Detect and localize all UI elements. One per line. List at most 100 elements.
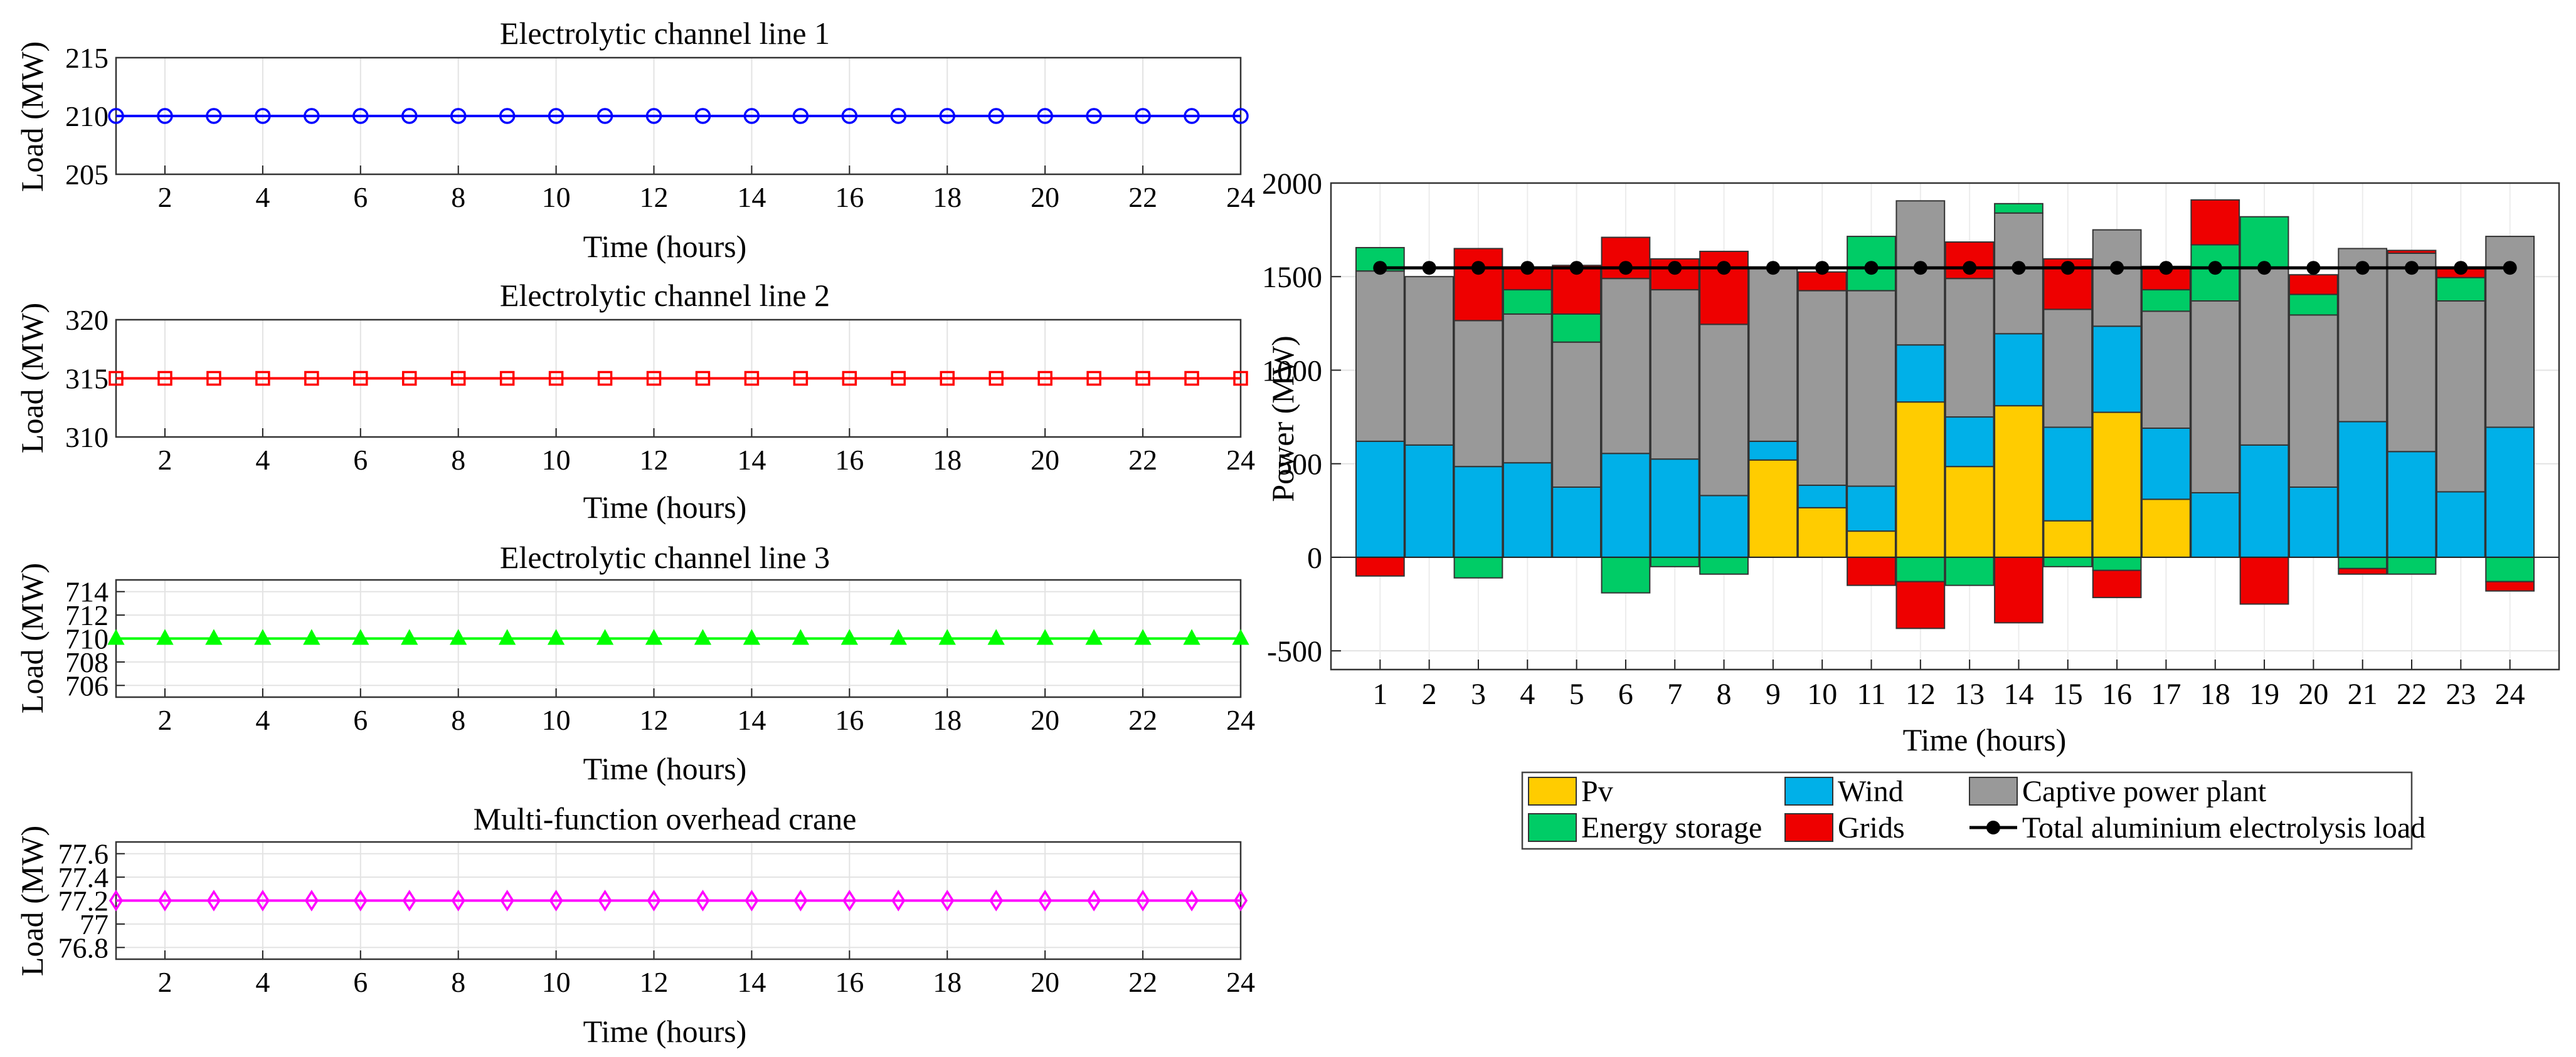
y-tick-label: 2000	[1262, 167, 1322, 201]
bar-segment	[1797, 271, 1847, 292]
x-tick-label: 20	[1031, 181, 1059, 213]
data-point	[890, 108, 907, 124]
data-point	[744, 371, 760, 386]
legend-label: Captive power plant	[2022, 775, 2267, 808]
data-point	[255, 108, 271, 124]
legend-swatch	[1784, 813, 1833, 842]
x-tick-label: 4	[1520, 678, 1535, 711]
bar-segment	[2190, 300, 2240, 493]
x-tick-label: 7	[1667, 678, 1682, 711]
legend-swatch	[1528, 777, 1577, 806]
bar-segment	[2043, 520, 2093, 558]
bar-segment	[1699, 495, 1749, 558]
bar-segment	[1699, 556, 1749, 575]
data-point	[401, 629, 418, 645]
data-point	[450, 108, 467, 124]
data-point	[598, 890, 612, 912]
bar-segment	[2338, 248, 2388, 423]
bar-segment	[2141, 498, 2191, 558]
data-point	[402, 890, 416, 912]
data-point	[206, 108, 222, 124]
data-point	[792, 108, 809, 124]
x-tick-label: 4	[255, 181, 270, 213]
subplot-4-title: Multi-function overhead crane	[474, 801, 857, 836]
bar-segment	[1453, 320, 1503, 468]
legend-swatch	[1969, 777, 2018, 806]
y-tick-label: 76.8	[58, 932, 109, 964]
total-load-point	[2012, 261, 2026, 275]
bar-segment	[1994, 405, 2043, 558]
x-tick-label: 24	[1226, 444, 1255, 476]
data-point	[1184, 890, 1199, 912]
data-point	[1087, 890, 1101, 912]
y-tick-label: 712	[65, 599, 109, 631]
x-tick-label: 22	[1128, 444, 1157, 476]
bar-segment	[1748, 440, 1798, 461]
x-tick-label: 5	[1569, 678, 1584, 711]
bar-segment	[2141, 427, 2191, 500]
data-point	[989, 371, 1004, 386]
bar-segment	[1994, 333, 2043, 407]
x-tick-label: 20	[1031, 966, 1059, 998]
x-tick-label: 10	[1807, 678, 1837, 711]
bar-segment	[2092, 556, 2142, 571]
data-point	[989, 890, 1004, 912]
y-tick-label: 1000	[1262, 354, 1322, 387]
total-load-point	[2060, 261, 2075, 275]
subplot-line-3: Electrolytic channel line 3 2 4 6 8 10 12 14 16…	[14, 540, 1255, 786]
data-point	[206, 890, 221, 912]
x-tick-label: 9	[1766, 678, 1781, 711]
axes-frame	[1330, 182, 2560, 671]
data-point	[793, 890, 808, 912]
data-point	[1085, 629, 1103, 645]
y-tick-label: 77	[80, 908, 109, 940]
x-tick-label: 6	[353, 444, 368, 476]
bar-segment	[2092, 569, 2142, 599]
y-tick-label: 1500	[1262, 261, 1322, 294]
y-tick-label: 320	[65, 304, 109, 336]
bar-segment	[2092, 229, 2142, 327]
total-load-point	[2110, 261, 2124, 275]
data-point	[694, 629, 712, 645]
x-tick-label: 16	[835, 704, 864, 736]
subplot-3-ylabel: Load (MW)	[14, 563, 50, 713]
bar-segment	[1453, 556, 1503, 579]
subplot-4-xlabel: Time (hours)	[583, 1014, 747, 1049]
bar-segment	[2043, 556, 2093, 567]
data-point	[1036, 629, 1054, 645]
bar-segment	[1453, 466, 1503, 558]
subplot-3-xlabel: Time (hours)	[583, 751, 747, 786]
total-load-point	[1618, 261, 1633, 275]
legend-box	[1521, 771, 2413, 850]
x-tick-label: 18	[933, 704, 962, 736]
bar-segment	[1650, 289, 1700, 460]
data-point	[1134, 629, 1152, 645]
x-tick-label: 12	[640, 444, 669, 476]
data-point	[353, 890, 368, 912]
data-point	[206, 371, 221, 386]
bar-segment	[2387, 252, 2437, 453]
x-tick-label: 2	[157, 704, 172, 736]
bar-segment	[1699, 323, 1749, 497]
bar-segment	[1895, 581, 1946, 629]
x-tick-label: 17	[2151, 678, 2181, 711]
data-point	[451, 890, 465, 912]
x-tick-label: 24	[1226, 966, 1255, 998]
y-tick-label: 310	[65, 421, 109, 453]
legend-label: Pv	[1581, 775, 1613, 808]
legend: Pv Wind Captive power plant Energy storage G…	[1521, 771, 2425, 850]
bar-segment	[1895, 556, 1946, 582]
data-point	[498, 629, 516, 645]
x-tick-label: 6	[353, 966, 368, 998]
y-tick-label: 0	[1307, 542, 1322, 575]
data-point	[352, 629, 369, 645]
x-tick-label: 10	[542, 704, 571, 736]
data-point	[303, 629, 321, 645]
x-tick-label: 12	[640, 966, 669, 998]
x-tick-label: 2	[1422, 678, 1437, 711]
data-point	[988, 108, 1004, 124]
bar-segment	[1650, 458, 1700, 558]
data-point	[1232, 108, 1249, 124]
total-load-point	[1963, 261, 1977, 275]
